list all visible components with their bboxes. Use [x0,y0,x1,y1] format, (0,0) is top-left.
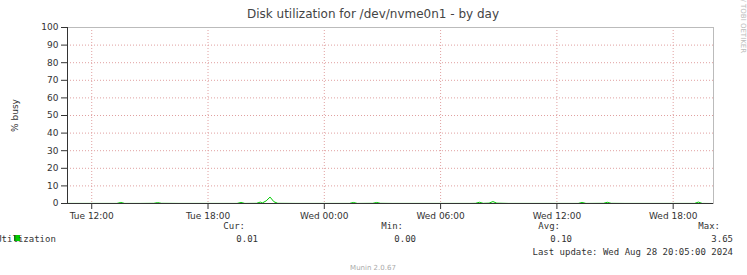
svg-text:Tue 18:00: Tue 18:00 [185,211,230,221]
svg-text:Avg:: Avg: [538,221,560,231]
svg-text:60: 60 [47,93,59,103]
svg-text:0.01: 0.01 [236,234,258,244]
svg-text:Min:: Min: [381,221,403,231]
svg-text:0.10: 0.10 [550,234,572,244]
svg-text:90: 90 [47,40,59,50]
svg-text:50: 50 [47,110,59,120]
svg-text:Utilization: Utilization [0,234,56,244]
svg-text:Tue 12:00: Tue 12:00 [69,211,114,221]
svg-text:20: 20 [47,163,59,173]
svg-text:Wed 06:00: Wed 06:00 [416,211,465,221]
svg-text:Munin 2.0.67: Munin 2.0.67 [350,264,396,272]
svg-text:Wed 12:00: Wed 12:00 [533,211,582,221]
svg-text:0.00: 0.00 [394,234,416,244]
svg-text:Wed 00:00: Wed 00:00 [300,211,349,221]
svg-text:40: 40 [47,128,59,138]
svg-text:70: 70 [47,75,59,85]
svg-text:80: 80 [47,58,59,68]
svg-text:Last update: Wed Aug 28 20:05:: Last update: Wed Aug 28 20:05:00 2024 [533,247,733,257]
svg-text:3.65: 3.65 [711,234,733,244]
svg-text:0: 0 [53,198,59,208]
svg-text:100: 100 [41,22,58,32]
svg-text:10: 10 [47,181,59,191]
svg-text:RRDTOOL / TOBI OETIKER: RRDTOOL / TOBI OETIKER [739,0,747,53]
svg-text:30: 30 [47,146,59,156]
svg-text:Disk utilization for /dev/nvme: Disk utilization for /dev/nvme0n1 - by d… [247,7,499,21]
svg-text:Max:: Max: [698,221,720,231]
svg-text:Wed 18:00: Wed 18:00 [649,211,698,221]
svg-text:Cur:: Cur: [223,221,245,231]
svg-text:% busy: % busy [10,98,20,132]
